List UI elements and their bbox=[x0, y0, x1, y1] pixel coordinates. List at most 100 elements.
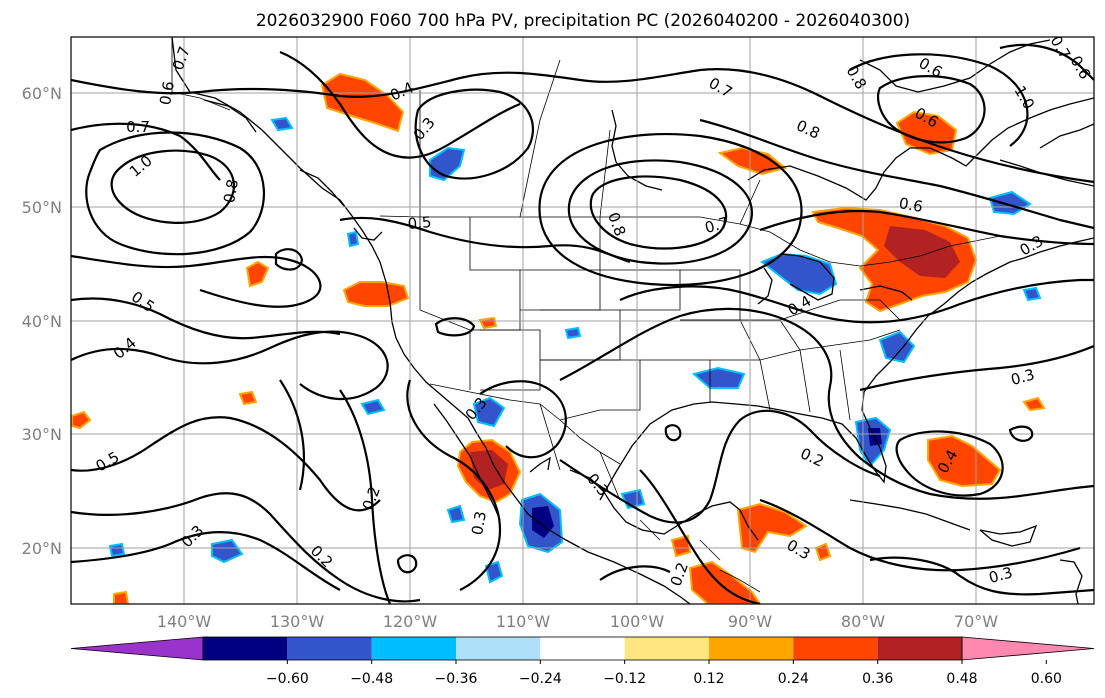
pv-contour bbox=[406, 379, 502, 591]
coastline bbox=[433, 403, 501, 521]
pv-contour bbox=[339, 216, 631, 264]
precip-area bbox=[688, 560, 762, 604]
pv-contour bbox=[71, 416, 381, 512]
pv-contour bbox=[110, 149, 235, 224]
precip-area bbox=[670, 534, 692, 558]
coastline bbox=[569, 469, 759, 541]
colorbar-tick-label: 0.60 bbox=[1031, 671, 1062, 687]
coastline bbox=[1039, 123, 1094, 149]
colorbar-extend-high bbox=[961, 636, 1095, 661]
border-alaska bbox=[171, 37, 231, 111]
pv-contour bbox=[599, 565, 671, 581]
lat-label: 40°N bbox=[22, 312, 62, 331]
precip-area bbox=[927, 434, 1002, 488]
precip-area bbox=[1022, 396, 1046, 412]
coastline bbox=[599, 237, 1094, 501]
colorbar-segment bbox=[624, 637, 709, 660]
pv-contour bbox=[699, 118, 1094, 230]
pv-contour bbox=[339, 389, 392, 604]
pv-contour bbox=[589, 175, 728, 250]
precip-area bbox=[360, 398, 386, 416]
political-borders bbox=[171, 37, 1001, 593]
pv-contour bbox=[274, 248, 304, 271]
pv-contour bbox=[71, 254, 322, 308]
border-state bbox=[540, 359, 641, 421]
colorbar-segment bbox=[540, 637, 625, 660]
colorbar-segment bbox=[203, 637, 288, 660]
pv-contour bbox=[279, 50, 521, 159]
pv-contour bbox=[1008, 425, 1034, 442]
coastline bbox=[757, 267, 773, 305]
border-canada-province bbox=[419, 59, 761, 225]
coastline bbox=[299, 169, 345, 207]
border-state bbox=[759, 349, 851, 421]
contour-label: 0.8 bbox=[220, 178, 242, 205]
pv-contour bbox=[849, 53, 1029, 147]
precip-area bbox=[717, 146, 788, 176]
colorbar-segment bbox=[793, 637, 878, 660]
coastline bbox=[979, 524, 1038, 547]
coastline bbox=[779, 253, 835, 301]
pv-contour bbox=[759, 498, 1081, 572]
colorbar-tick-label: 0.48 bbox=[946, 671, 977, 687]
lon-label: 120°W bbox=[383, 612, 438, 631]
precip-area bbox=[564, 326, 582, 340]
pv-contour bbox=[85, 131, 266, 256]
precip-area bbox=[346, 230, 360, 248]
contour-label: 0.6 bbox=[898, 194, 925, 216]
latitude-labels: 60°N 50°N 40°N 30°N 20°N bbox=[22, 84, 62, 558]
precip-area bbox=[1022, 286, 1042, 302]
coastline bbox=[529, 456, 551, 473]
lon-label: 100°W bbox=[610, 612, 665, 631]
pv-contour bbox=[71, 531, 341, 591]
pv-contour bbox=[869, 556, 1094, 596]
colorbar-tick-label: 0.24 bbox=[778, 671, 809, 687]
precip-area bbox=[113, 590, 130, 604]
colorbar-ticks: −0.60 −0.48 −0.36 −0.24 −0.12 0.12 0.24 0.36 0.4… bbox=[266, 660, 1062, 687]
coastline bbox=[611, 109, 663, 191]
precip-area bbox=[484, 560, 504, 584]
colorbar-segment bbox=[709, 637, 794, 660]
contour-label: 0.7 bbox=[126, 118, 150, 136]
pv-contour bbox=[414, 88, 535, 180]
colorbar-segment bbox=[371, 637, 456, 660]
contour-label: 0.3 bbox=[987, 563, 1015, 587]
pv-contour bbox=[619, 278, 1094, 324]
precip-area bbox=[446, 504, 466, 524]
precip-area bbox=[71, 410, 92, 430]
border-mexico-state bbox=[539, 403, 721, 561]
colorbar-tick-label: 0.12 bbox=[693, 671, 724, 687]
pv-contour bbox=[71, 492, 421, 603]
lon-label: 110°W bbox=[496, 612, 551, 631]
pv-contour bbox=[895, 430, 1004, 497]
precip-area bbox=[878, 330, 916, 364]
pv-contour bbox=[71, 330, 389, 401]
coastline bbox=[1059, 559, 1083, 604]
colorbar-segment bbox=[877, 637, 962, 660]
precip-area bbox=[238, 390, 258, 406]
pv-contour bbox=[71, 297, 341, 340]
lon-label: 90°W bbox=[728, 612, 772, 631]
contour-label: 0.3 bbox=[468, 510, 490, 537]
precip-area bbox=[320, 72, 405, 133]
precip-area-core bbox=[470, 450, 508, 490]
border-central-america bbox=[719, 569, 761, 593]
gridlines bbox=[71, 37, 1094, 604]
lon-label: 140°W bbox=[157, 612, 212, 631]
lat-label: 30°N bbox=[22, 425, 62, 444]
precip-area bbox=[691, 366, 746, 389]
pv-contour bbox=[479, 380, 567, 459]
colorbar-extend-low bbox=[70, 636, 204, 661]
colorbar-tick-label: −0.48 bbox=[350, 671, 393, 687]
map-panel: 0.7 0.6 0.4 0.7 1.0 0.8 0.3 0.5 0.8 0.7 … bbox=[71, 37, 1094, 604]
coastline bbox=[171, 37, 691, 604]
precip-area bbox=[736, 502, 808, 554]
coastline bbox=[353, 227, 383, 241]
pv-contour bbox=[71, 122, 221, 181]
coastline bbox=[849, 499, 971, 531]
pv-contour bbox=[877, 75, 986, 144]
lon-label: 130°W bbox=[270, 612, 325, 631]
contour-label: 0.6 bbox=[156, 80, 178, 107]
colorbar-segment bbox=[287, 637, 372, 660]
